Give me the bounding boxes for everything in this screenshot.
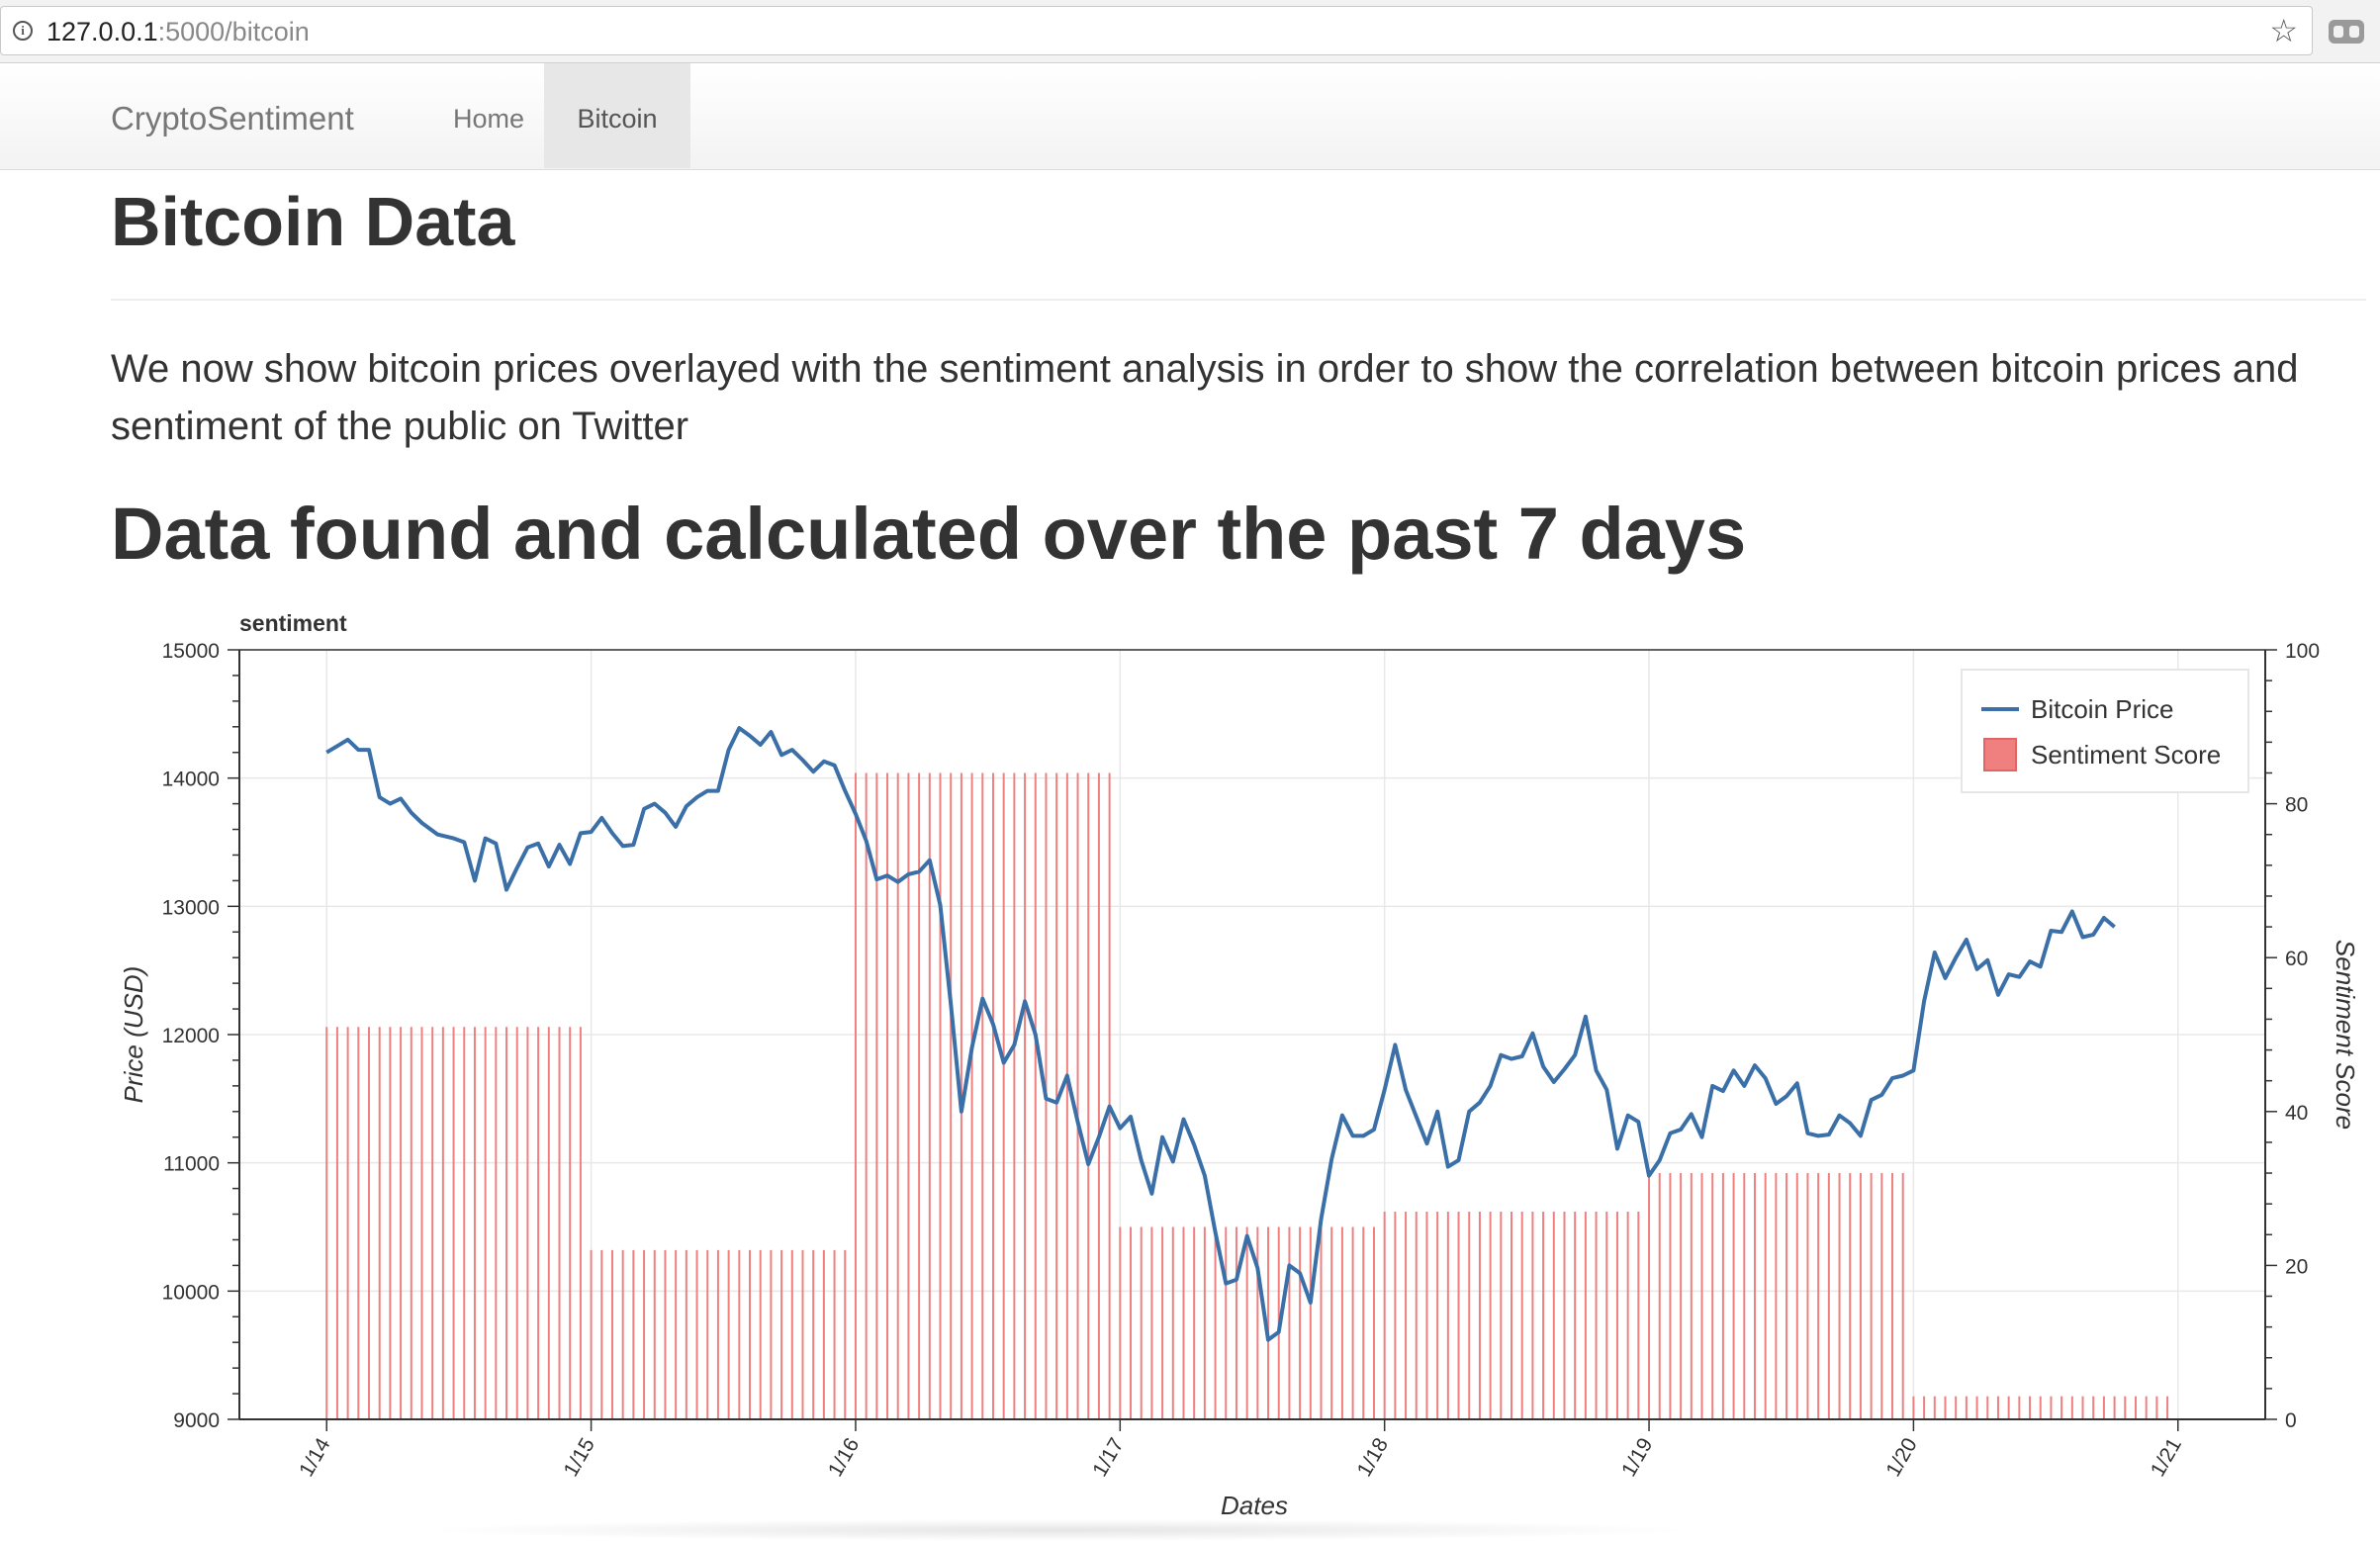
y-axis-label: Price (USD) (119, 966, 148, 1104)
scroll-shadow (415, 1519, 1701, 1541)
x-tick-label: 1/21 (2147, 1434, 2186, 1481)
nav-item-bitcoin[interactable]: Bitcoin (544, 63, 690, 168)
x-tick-label: 1/18 (1353, 1434, 1393, 1481)
chart-title: sentiment (239, 610, 347, 636)
navbar: CryptoSentiment Home Bitcoin (0, 63, 2380, 170)
x-axis-label: Dates (1221, 1491, 1288, 1520)
nav-item-home[interactable]: Home (453, 104, 525, 134)
extension-icon[interactable] (2329, 20, 2364, 44)
y-tick-label: 11000 (163, 1153, 220, 1176)
x-tick-label: 1/15 (560, 1434, 599, 1481)
lead-paragraph: We now show bitcoin prices overlayed wit… (111, 347, 2299, 448)
url-path: :5000/bitcoin (157, 17, 310, 46)
chart-axes: 9000 10000 11000 12000 13000 14000 15000 0 20 40 6… (162, 640, 2320, 1481)
url-text[interactable]: 127.0.0.1:5000/bitcoin (46, 17, 310, 46)
browser-address-bar: i 127.0.0.1:5000/bitcoin ☆ (0, 0, 2380, 63)
legend-box (1961, 669, 2249, 793)
y2-tick-label: 100 (2285, 640, 2320, 663)
bookmark-star-icon[interactable]: ☆ (2269, 13, 2298, 48)
legend-sentiment-label: Sentiment Score (2031, 740, 2221, 770)
url-host: 127.0.0.1 (46, 17, 158, 46)
page-title: Bitcoin Data (111, 183, 515, 260)
x-tick-label: 1/17 (1088, 1434, 1128, 1481)
legend-sentiment-swatch (1983, 738, 2017, 771)
chart-legend: Bitcoin Price Sentiment Score (1961, 669, 2249, 793)
y-tick-label: 13000 (162, 896, 220, 919)
y-tick-label: 12000 (162, 1025, 220, 1047)
info-icon[interactable]: i (13, 21, 33, 41)
y2-tick-label: 0 (2285, 1409, 2297, 1432)
price-line-layer (325, 726, 2116, 1342)
y2-axis-label: Sentiment Score (2331, 940, 2360, 1130)
legend-price-label: Bitcoin Price (2031, 694, 2174, 724)
y2-tick-label: 80 (2285, 794, 2308, 817)
y-tick-label: 10000 (162, 1281, 220, 1304)
price-sentiment-chart[interactable]: 9000 10000 11000 12000 13000 14000 15000 0 20 40 6… (0, 598, 2380, 1528)
x-tick-label: 1/14 (295, 1434, 335, 1481)
y-tick-label: 15000 (162, 640, 220, 663)
sentiment-bars (325, 772, 2169, 1419)
y-tick-label: 9000 (173, 1409, 220, 1432)
brand-link[interactable]: CryptoSentiment (111, 100, 354, 136)
y2-tick-label: 20 (2285, 1255, 2308, 1278)
y2-tick-label: 40 (2285, 1102, 2308, 1125)
price-line (325, 726, 2116, 1342)
section-subtitle: Data found and calculated over the past … (111, 493, 1747, 575)
y-tick-label: 14000 (162, 769, 220, 791)
x-tick-label: 1/20 (1881, 1434, 1921, 1481)
y2-tick-label: 60 (2285, 948, 2308, 970)
url-field[interactable]: i 127.0.0.1:5000/bitcoin ☆ (0, 6, 2313, 55)
x-tick-label: 1/19 (1617, 1434, 1657, 1481)
title-divider (111, 299, 2366, 301)
x-tick-label: 1/16 (824, 1434, 864, 1481)
